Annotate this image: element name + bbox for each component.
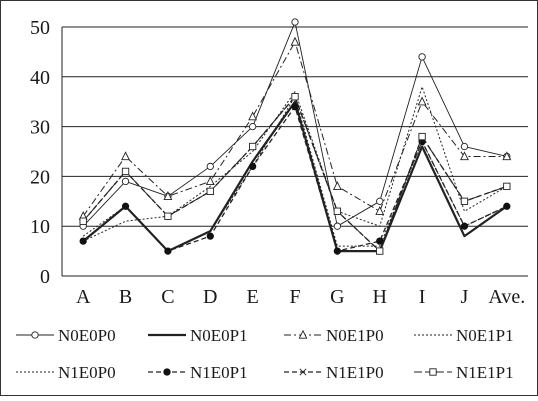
legend-label: N1E0P1 [190,363,248,382]
series-n1e1p1 [79,93,511,255]
data-point [79,237,87,245]
data-point [503,182,511,191]
data-point [417,96,427,106]
data-point [164,247,172,255]
legend-item: N0E0P1 [148,326,248,345]
data-point [418,132,426,141]
data-point [31,331,39,339]
data-point [376,237,384,245]
x-axis: A B C D E F G H I J Ave. [76,286,525,308]
grid-lines [62,26,528,277]
legend-label: N1E1P1 [456,363,514,382]
legend-item: N0E0P0 [16,326,116,345]
x-tick-label: B [119,286,132,308]
data-point [291,18,299,26]
data-point [291,103,299,111]
legend-item: N1E1P1 [414,363,514,382]
y-tick-label: 30 [30,117,50,139]
data-point [502,151,512,161]
data-point [333,247,342,255]
x-tick-label: I [419,286,426,308]
data-point [248,111,258,121]
x-tick-label: H [373,286,387,308]
data-point [429,368,437,376]
data-point [460,151,469,161]
x-tick-label: D [203,286,217,308]
data-point [121,177,130,186]
x-tick-label: E [247,286,259,308]
data-point [206,232,214,240]
legend-item: N0E1P0 [284,326,384,345]
y-tick-label: 0 [40,266,50,288]
x-tick-label: C [161,286,174,308]
y-tick-label: 20 [30,166,50,188]
data-point [290,36,300,46]
legend-item: N0E1P1 [414,326,514,345]
x-tick-label: J [461,286,469,308]
legend-label: N1E0P0 [58,363,116,382]
data-point [121,202,130,210]
data-point [121,167,130,176]
data-point [298,329,308,339]
data-point [79,217,87,225]
data-point [332,181,342,191]
data-point [248,122,257,131]
legend: N0E0P0 N0E0P1 N0E1P0 N0E1P1 N1E0P0 N1E0P1 N1E1… [16,326,514,382]
x-tick-label: F [289,286,300,308]
x-tick-label: A [76,286,91,308]
data-point [460,197,469,205]
y-tick-label: 10 [30,216,50,238]
y-tick-label: 50 [30,17,50,39]
data-point [333,222,342,230]
data-point [503,202,511,210]
legend-label: N0E0P0 [58,326,116,345]
legend-item: N1E0P0 [16,363,116,382]
data-point [164,212,172,220]
data-point [248,162,257,171]
data-point [206,187,214,195]
data-point [248,142,257,151]
data-point [460,142,469,151]
data-point [121,151,130,161]
y-axis: 0 10 20 30 40 50 [30,17,63,288]
series-line [82,41,507,217]
series-n0e1p1 [82,86,508,242]
data-point [460,222,469,230]
series-layer [78,18,512,255]
series-line [82,86,508,242]
x-tick-label: Ave. [488,286,525,308]
legend-label: N0E0P1 [190,326,248,345]
legend-label: N1E1P0 [326,363,384,382]
data-point [299,368,307,376]
data-point [376,247,384,255]
data-point [376,197,384,205]
data-point [205,176,215,186]
legend-item: N1E0P1 [148,363,248,382]
y-tick-label: 40 [30,67,50,89]
data-point [291,93,299,101]
legend-label: N0E1P1 [456,326,514,345]
legend-item: N1E1P0 [284,363,384,382]
x-tick-label: G [330,286,344,308]
data-point [206,162,214,171]
data-point [375,206,385,215]
legend-label: N0E1P0 [326,326,384,345]
data-point [418,53,426,61]
data-point [163,191,173,200]
data-point [163,368,171,376]
data-point [333,207,342,215]
